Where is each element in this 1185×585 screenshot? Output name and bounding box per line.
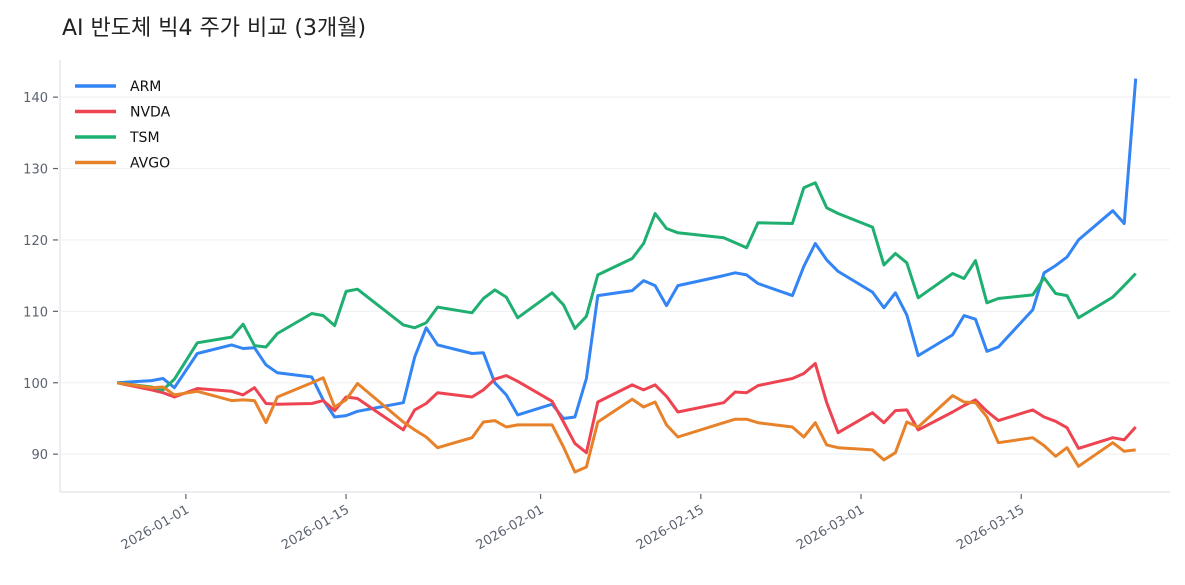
y-tick-label: 140	[23, 91, 48, 106]
y-tick-label: 120	[23, 234, 48, 249]
y-tick-label: 130	[23, 163, 48, 178]
legend-item-avgo: AVGO	[75, 156, 170, 172]
legend-label: NVDA	[130, 105, 171, 121]
axes	[59, 60, 1170, 493]
y-tick-label: 90	[31, 448, 48, 463]
chart-title: AI 반도체 빅4 주가 비교 (3개월)	[62, 16, 366, 41]
x-tick-label: 2026-01-15	[279, 502, 352, 553]
legend-label: ARM	[130, 79, 161, 95]
series-line-tsm	[117, 181, 1137, 392]
x-tick-label: 2026-03-01	[794, 502, 867, 553]
x-tick-label: 2026-03-15	[954, 502, 1027, 553]
series-lines	[116, 78, 1138, 474]
y-tick-label: 110	[23, 305, 48, 320]
legend-item-tsm: TSM	[75, 130, 160, 146]
gridlines	[60, 96, 1170, 455]
x-tick-label: 2026-02-15	[634, 502, 707, 553]
x-tick-label: 2026-01-01	[119, 502, 192, 553]
x-tick-label: 2026-02-01	[474, 502, 547, 553]
y-ticks: 90 100 110 120 130 140	[23, 91, 58, 463]
y-tick-label: 100	[23, 377, 48, 392]
legend: ARM NVDA TSM AVGO	[75, 79, 171, 172]
legend-item-arm: ARM	[75, 79, 161, 95]
series-line-arm	[117, 78, 1138, 420]
x-ticks: 2026-01-01 2026-01-15 2026-02-01 2026-02-15…	[119, 494, 1027, 553]
legend-label: AVGO	[130, 156, 170, 172]
legend-item-nvda: NVDA	[75, 105, 171, 121]
series-line-nvda	[116, 362, 1137, 455]
series-line-avgo	[116, 376, 1136, 474]
legend-label: TSM	[129, 130, 160, 146]
